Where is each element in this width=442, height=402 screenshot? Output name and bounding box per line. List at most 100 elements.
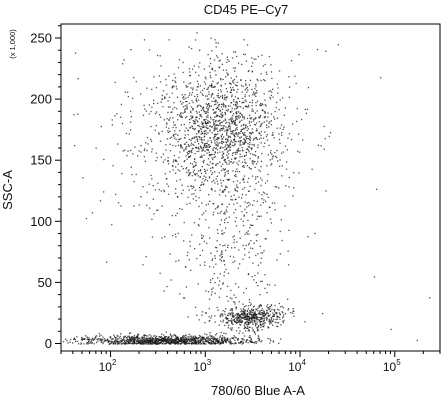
event-point-large-cluster [157, 54, 159, 57]
event-point-large-cluster [205, 118, 207, 120]
event-point-large-cluster [226, 151, 229, 153]
event-point-mid-streak [279, 230, 281, 233]
event-point-debris [141, 343, 144, 345]
event-point-large-cluster [237, 135, 239, 137]
event-point-low-population [256, 327, 258, 329]
event-point-debris [155, 335, 158, 337]
event-point-sparse-band [245, 126, 247, 128]
event-point-low-population [250, 318, 253, 320]
event-point-low-population [292, 312, 294, 314]
event-point-sparse-band [235, 198, 237, 200]
event-point-mid-streak [233, 294, 235, 296]
event-point-large-cluster [180, 144, 182, 146]
event-point-large-cluster [222, 156, 224, 158]
event-point-debris [235, 342, 237, 345]
event-point-large-cluster [223, 106, 225, 108]
event-point-debris [199, 335, 202, 337]
event-point-low-population [251, 320, 253, 322]
event-point-low-population [270, 319, 272, 321]
event-point-mid-streak [257, 215, 259, 217]
event-point-large-cluster [235, 112, 238, 115]
event-point-debris [121, 343, 123, 345]
event-point-sparse-band [243, 123, 245, 126]
event-point-low-population [263, 326, 265, 328]
event-point-large-cluster [158, 133, 160, 135]
event-point-large-cluster [235, 217, 237, 219]
event-point-large-cluster [271, 77, 273, 80]
event-point-low-population [258, 312, 260, 314]
event-point-large-cluster [157, 102, 159, 104]
event-point-large-cluster [194, 165, 196, 168]
event-point-debris [141, 337, 143, 339]
event-point-large-cluster [232, 141, 234, 144]
event-point-large-cluster [182, 102, 184, 104]
event-point-debris [217, 341, 219, 343]
event-point-sparse-band [301, 118, 303, 121]
event-point-debris [91, 342, 93, 344]
event-point-large-cluster [240, 125, 242, 127]
event-point-debris [129, 332, 132, 334]
event-point-large-cluster [252, 118, 255, 120]
event-point-low-population [261, 313, 263, 315]
event-point-sparse-band [192, 109, 194, 111]
event-point-large-cluster [186, 146, 188, 148]
event-point-large-cluster [260, 177, 262, 179]
event-point-large-cluster [273, 116, 275, 118]
event-point-low-population [276, 325, 278, 328]
event-point-debris [92, 338, 94, 340]
event-point-sparse-band [288, 176, 290, 179]
event-point-sparse-band [252, 153, 254, 156]
event-point-low-population [260, 305, 262, 307]
event-point-low-population [258, 316, 261, 319]
event-point-sparse-band [185, 127, 187, 129]
event-point-large-cluster [235, 116, 237, 118]
event-point-large-cluster [243, 53, 245, 55]
event-point-low-population [247, 316, 249, 318]
event-point-outlier [429, 297, 431, 299]
event-point-large-cluster [206, 122, 208, 124]
event-point-large-cluster [182, 106, 185, 108]
event-point-large-cluster [265, 135, 268, 138]
event-point-debris [158, 343, 160, 345]
event-point-sparse-band [165, 178, 168, 180]
event-point-debris [183, 338, 185, 340]
event-point-large-cluster [263, 116, 265, 119]
event-point-large-cluster [245, 136, 247, 138]
event-point-large-cluster [207, 121, 209, 124]
event-point-debris [150, 337, 152, 339]
event-point-low-population [236, 321, 238, 324]
event-point-debris [180, 337, 182, 339]
event-point-large-cluster [206, 105, 208, 108]
event-point-large-cluster [188, 102, 191, 104]
event-point-sparse-band [73, 114, 75, 116]
event-point-low-population [240, 321, 242, 323]
event-point-large-cluster [216, 175, 218, 177]
event-point-low-population [247, 305, 250, 307]
event-point-low-population [272, 324, 274, 326]
event-point-large-cluster [202, 142, 204, 144]
event-point-large-cluster [240, 129, 242, 131]
event-point-debris [175, 342, 177, 344]
event-point-large-cluster [174, 106, 176, 109]
event-point-sparse-band [130, 49, 132, 51]
event-point-debris [114, 337, 116, 339]
event-point-large-cluster [234, 123, 236, 125]
event-point-sparse-band [190, 115, 192, 117]
event-point-low-population [232, 316, 234, 318]
event-point-debris [141, 342, 144, 344]
event-point-large-cluster [218, 124, 220, 127]
event-point-large-cluster [191, 193, 193, 195]
event-point-debris [241, 341, 243, 343]
event-point-debris [120, 343, 122, 345]
event-point-large-cluster [187, 175, 190, 177]
event-point-large-cluster [207, 108, 209, 111]
event-point-debris [215, 340, 217, 343]
event-point-large-cluster [276, 83, 279, 85]
event-point-large-cluster [162, 153, 164, 155]
event-point-sparse-band [210, 118, 212, 120]
event-point-sparse-band [211, 181, 213, 183]
event-point-large-cluster [223, 141, 225, 143]
event-point-low-population [257, 329, 260, 331]
event-point-mid-streak [185, 286, 187, 288]
event-point-debris [125, 340, 127, 342]
